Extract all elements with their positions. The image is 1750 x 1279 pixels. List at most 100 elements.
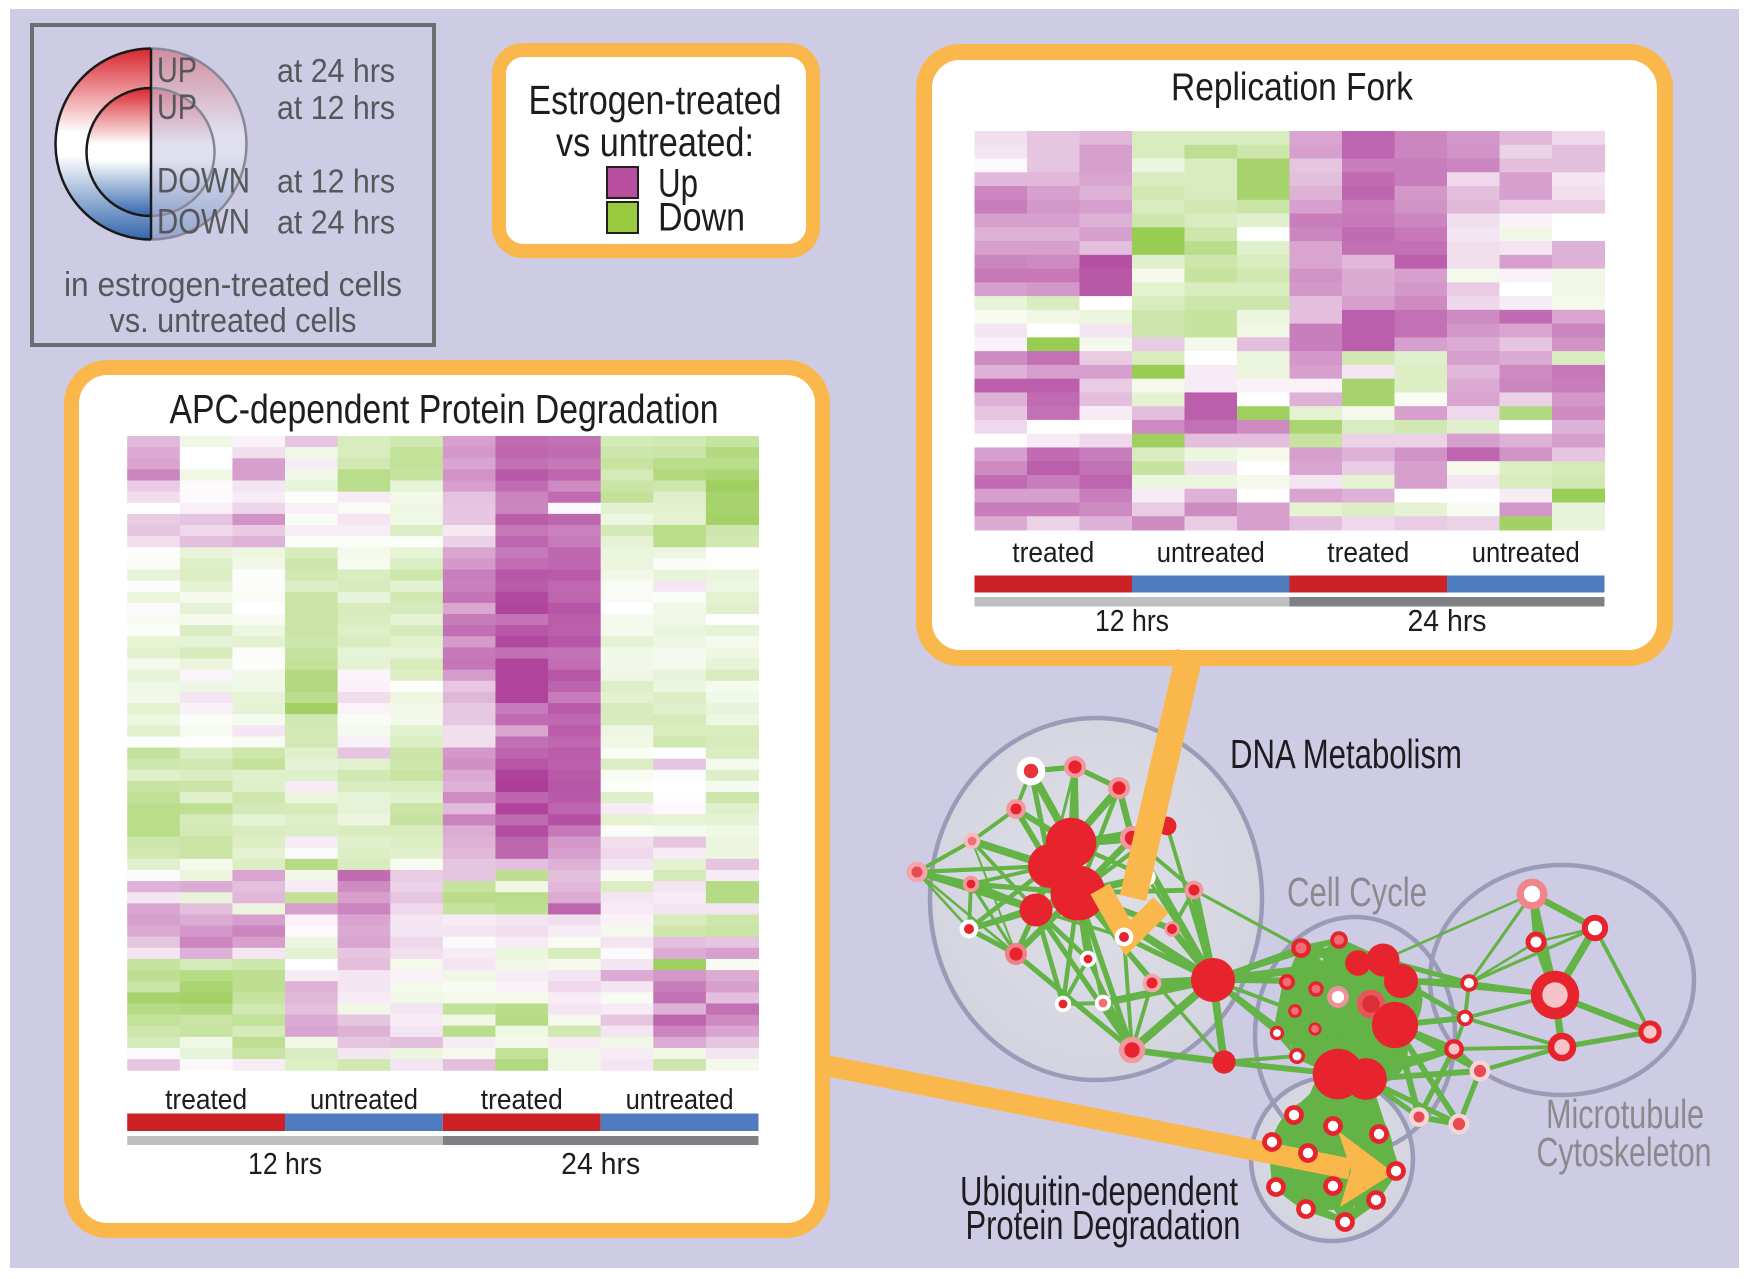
heatmap-cell: [600, 958, 654, 971]
label-microtubule-line1: Microtubule: [1546, 1091, 1704, 1137]
heatmap-cell: [974, 323, 1028, 338]
node-ring: [1019, 893, 1053, 927]
heatmap-cell: [127, 769, 181, 782]
heatmap-cell: [390, 947, 444, 960]
heatmap-cell: [390, 736, 444, 749]
heatmap-cell: [705, 947, 759, 960]
heatmap-cell: [974, 144, 1028, 160]
network-node: [1448, 1113, 1470, 1135]
heatmap-cell: [1394, 488, 1448, 503]
heatmap-cell: [1289, 337, 1343, 352]
heatmap-cell: [442, 925, 496, 938]
heatmap-cell: [495, 547, 549, 559]
panel-rf: Replication Fork treated untreated treated…: [916, 44, 1673, 666]
node-core: [1464, 978, 1474, 988]
heatmap-cell: [705, 591, 759, 604]
heatmap-cell: [1342, 241, 1395, 256]
heatmap-cell: [600, 792, 654, 804]
label-dna-metabolism: DNA Metabolism: [1230, 731, 1462, 777]
heatmap-cell: [548, 569, 602, 582]
heatmap-cell: [1394, 186, 1448, 201]
heatmap-cell: [232, 814, 286, 826]
heatmap-cell: [705, 625, 759, 637]
heatmap-cell: [1132, 419, 1185, 435]
network-node: [1142, 973, 1162, 993]
network-node: [1269, 1025, 1285, 1041]
network-node: [1409, 1107, 1429, 1127]
heatmap-cell: [1132, 199, 1185, 215]
heatmap-cell: [653, 792, 707, 804]
heatmap-cell: [1499, 461, 1553, 476]
heatmap-cell: [653, 658, 707, 671]
heatmap-cell: [1079, 406, 1133, 421]
heatmap-cell: [1289, 199, 1343, 215]
heatmap-cell: [705, 680, 759, 693]
heatmap-cell: [974, 474, 1028, 490]
heatmap-cell: [1289, 254, 1343, 270]
heatmap-cell: [548, 591, 602, 604]
heatmap-cell: [285, 447, 339, 459]
heatmap-cell: [705, 936, 759, 949]
heatmap-cell: [285, 903, 339, 915]
heatmap-cell: [1184, 282, 1238, 297]
heatmap-cell: [390, 480, 444, 493]
network-edge: [1453, 1045, 1563, 1051]
heatmap-cell: [390, 525, 444, 537]
heatmap-cell: [232, 792, 286, 804]
group-label-untreated: untreated: [1157, 537, 1265, 569]
heatmap-cell: [337, 992, 391, 1004]
heatmap-cell: [127, 747, 181, 760]
heatmap-cell: [127, 658, 181, 671]
heatmap-cell: [232, 1036, 286, 1049]
heatmap-cell: [1342, 309, 1395, 325]
heatmap-cell: [495, 970, 549, 982]
heatmap-cell: [337, 736, 391, 749]
heatmap-cell: [705, 903, 759, 915]
panel-rf-title: Replication Fork: [1171, 66, 1413, 109]
heatmap-cell: [1289, 378, 1343, 393]
heatmap-cell: [1499, 309, 1553, 325]
heatmap-cell: [705, 792, 759, 804]
heatmap-cell: [179, 1014, 233, 1027]
heatmap-cell: [974, 378, 1028, 393]
heatmap-cell: [1552, 213, 1605, 228]
heatmap-cell: [1552, 241, 1605, 256]
heatmap-cell: [1027, 447, 1080, 462]
heatmap-cell: [285, 892, 339, 904]
label-ubiquitin-line2: Protein Degradation: [966, 1202, 1241, 1248]
heatmap-cell: [179, 502, 233, 515]
heatmap-cell: [285, 580, 339, 593]
rf-heatmap: [974, 131, 1605, 531]
node-core: [1327, 1180, 1339, 1192]
heatmap-cell: [179, 780, 233, 793]
heatmap-cell: [548, 1047, 602, 1060]
heatmap-cell: [1237, 172, 1290, 187]
heatmap-cell: [600, 981, 654, 993]
network-node: [1581, 914, 1609, 942]
heatmap-cell: [974, 516, 1028, 531]
heatmap-cell: [285, 825, 339, 838]
network-node: [1191, 958, 1235, 1002]
heatmap-cell: [442, 436, 496, 448]
heatmap-cell: [653, 970, 707, 982]
network-edge: [1561, 1029, 1651, 1050]
heatmap-cell: [495, 703, 549, 715]
heatmap-cell: [127, 636, 181, 648]
heatmap-cell: [495, 903, 549, 915]
node-core: [1362, 995, 1380, 1013]
heatmap-cell: [232, 1047, 286, 1060]
heatmap-cell: [337, 669, 391, 682]
time-bar-12hrs: [974, 597, 1290, 607]
heatmap-cell: [337, 803, 391, 815]
heatmap-cell: [232, 714, 286, 726]
heatmap-cell: [1132, 131, 1185, 146]
heatmap-cell: [390, 536, 444, 548]
heatmap-cell: [1237, 268, 1290, 283]
heatmap-cell: [179, 892, 233, 904]
heatmap-cell: [390, 458, 444, 470]
heatmap-cell: [442, 714, 496, 726]
heatmap-cell: [127, 502, 181, 515]
heatmap-cell: [705, 614, 759, 626]
heatmap-cell: [495, 836, 549, 849]
heatmap-cell: [653, 892, 707, 904]
